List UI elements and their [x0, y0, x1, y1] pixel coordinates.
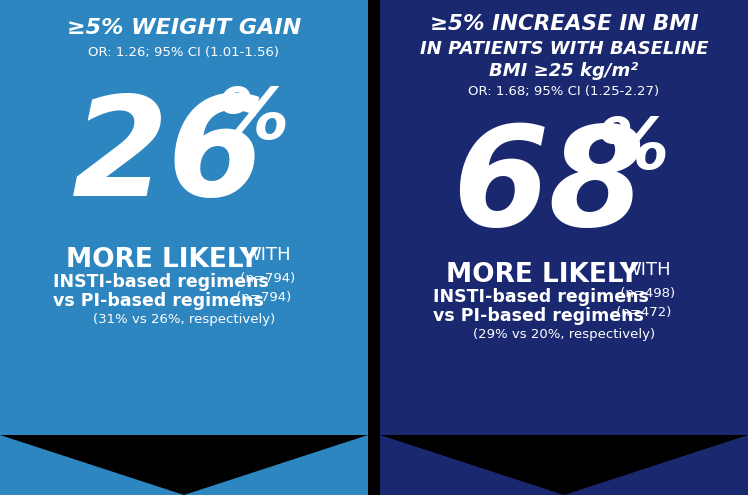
Text: BMI ≥25 kg/m²: BMI ≥25 kg/m² [489, 62, 639, 80]
Text: ≥5% WEIGHT GAIN: ≥5% WEIGHT GAIN [67, 18, 301, 38]
Bar [380, 0, 748, 435]
Text: INSTI-based regimens: INSTI-based regimens [433, 288, 649, 306]
Text: 26: 26 [73, 90, 266, 225]
Polygon shape [184, 435, 368, 495]
Polygon shape [564, 435, 748, 495]
Text: ≥5% INCREASE IN BMI: ≥5% INCREASE IN BMI [429, 14, 699, 34]
Text: OR: 1.26; 95% CI (1.01-1.56): OR: 1.26; 95% CI (1.01-1.56) [88, 46, 280, 59]
Text: MORE LIKELY: MORE LIKELY [446, 262, 638, 288]
Text: MORE LIKELY: MORE LIKELY [66, 247, 258, 273]
Text: (n=498): (n=498) [616, 287, 675, 300]
Text: INSTI-based regimens: INSTI-based regimens [53, 273, 269, 291]
Text: WITH: WITH [623, 261, 671, 279]
Bar [0, 0, 368, 435]
Text: WITH: WITH [243, 246, 291, 264]
Text: %: % [216, 85, 288, 154]
Text: IN PATIENTS WITH BASELINE: IN PATIENTS WITH BASELINE [420, 40, 708, 58]
Text: 68: 68 [453, 120, 646, 255]
Polygon shape [0, 435, 184, 495]
Text: (n=794): (n=794) [233, 291, 292, 304]
Text: (n=794): (n=794) [236, 272, 295, 285]
Polygon shape [380, 435, 564, 495]
Text: %: % [596, 115, 668, 184]
Text: OR: 1.68; 95% CI (1.25-2.27): OR: 1.68; 95% CI (1.25-2.27) [468, 85, 660, 98]
Text: (29% vs 20%, respectively): (29% vs 20%, respectively) [473, 328, 655, 341]
Text: vs PI-based regimens: vs PI-based regimens [432, 307, 643, 325]
Text: vs PI-based regimens: vs PI-based regimens [52, 292, 263, 310]
Text: (n=472): (n=472) [613, 306, 672, 319]
Text: (31% vs 26%, respectively): (31% vs 26%, respectively) [93, 313, 275, 326]
